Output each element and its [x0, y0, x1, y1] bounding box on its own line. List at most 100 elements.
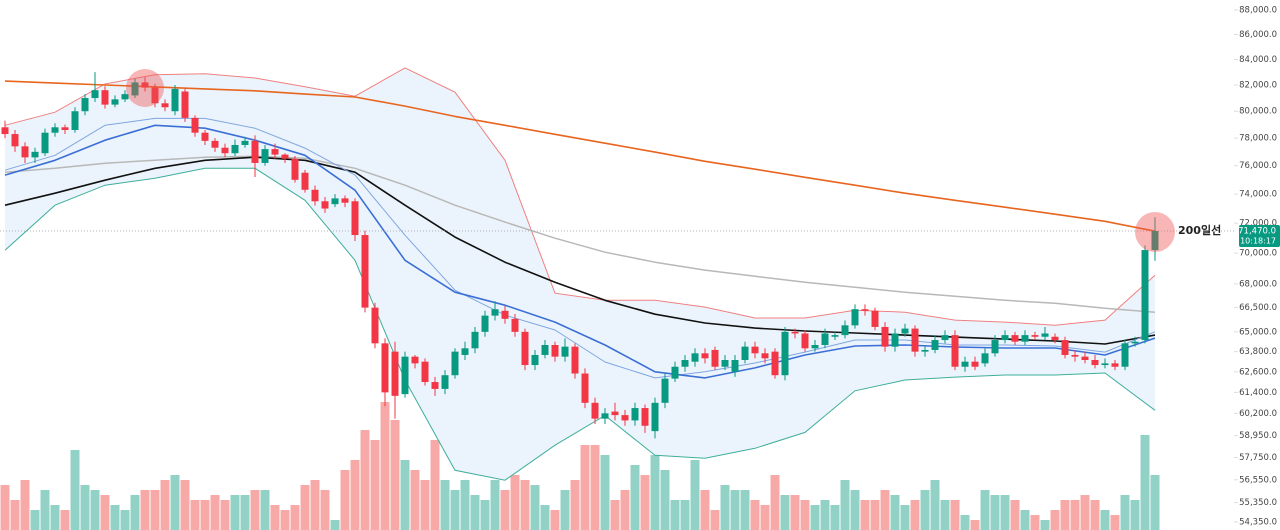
candle-body	[251, 140, 259, 163]
volume-bar	[1060, 500, 1070, 530]
volume-bar	[670, 500, 680, 530]
y-tick-label: 61,400.0	[1239, 388, 1277, 398]
candle-body	[421, 361, 429, 383]
volume-bar	[860, 500, 870, 530]
volume-bar	[820, 500, 830, 530]
volume-bar	[690, 460, 700, 530]
volume-bar	[970, 520, 980, 530]
volume-bar	[880, 490, 890, 530]
volume-bar	[450, 490, 460, 530]
volume-bar	[900, 505, 910, 530]
volume-bar	[930, 480, 940, 530]
candle-body	[841, 325, 849, 336]
candle-body	[511, 318, 519, 332]
volume-bar	[330, 520, 340, 530]
volume-bar	[560, 490, 570, 530]
candle-body	[991, 340, 999, 354]
candle-body	[791, 331, 799, 334]
volume-bar	[10, 500, 20, 530]
volume-bar	[490, 480, 500, 530]
volume-bar	[1140, 435, 1150, 530]
candle-body	[861, 309, 869, 311]
candle-body	[1091, 359, 1099, 366]
y-tick-label: 88,000.0	[1239, 5, 1277, 15]
candle-body	[1021, 335, 1029, 342]
candle-body	[431, 382, 439, 389]
volume-bar	[100, 495, 110, 530]
volume-bar	[20, 480, 30, 530]
candle-body	[201, 132, 209, 141]
volume-bar	[1020, 510, 1030, 530]
candle-body	[1141, 250, 1149, 341]
volume-bar	[680, 500, 690, 530]
moving-average	[4, 80, 1156, 232]
candle-body	[171, 88, 179, 112]
volume-bar	[480, 500, 490, 530]
candle-body	[331, 198, 339, 205]
y-tick-label: 56,550.0	[1239, 475, 1277, 485]
volume-bar	[660, 470, 670, 530]
candle-body	[541, 344, 549, 355]
volume-bar	[980, 490, 990, 530]
volume-bar	[1130, 500, 1140, 530]
y-tick-label: 62,600.0	[1239, 367, 1277, 377]
volume-bar	[1000, 495, 1010, 530]
candle-body	[321, 201, 329, 209]
volume-bar	[720, 485, 730, 530]
candle-body	[351, 201, 359, 236]
candles-layer	[1, 72, 1159, 439]
candle-body	[121, 94, 129, 100]
volume-bar	[1010, 500, 1020, 530]
candle-body	[691, 353, 699, 362]
volume-bar	[890, 495, 900, 530]
y-tick-label: 82,000.0	[1239, 81, 1277, 91]
candle-body	[141, 82, 149, 88]
volume-bar	[530, 485, 540, 530]
volume-bar	[630, 465, 640, 530]
annotation: 200일선	[1178, 223, 1221, 237]
candle-body	[781, 331, 789, 376]
volume-bar	[1090, 500, 1100, 530]
candle-body	[91, 90, 99, 99]
candle-body	[401, 356, 409, 395]
volume-bar	[320, 490, 330, 530]
volume-bar	[910, 500, 920, 530]
volume-bar	[700, 490, 710, 530]
volume-bar	[870, 500, 880, 530]
candle-body	[571, 346, 579, 374]
candle-body	[961, 361, 969, 367]
volume-bar	[1080, 495, 1090, 530]
moving-average	[4, 155, 1156, 313]
candle-body	[41, 132, 49, 154]
candle-body	[891, 333, 899, 347]
y-tick-label: 60,200.0	[1239, 409, 1277, 419]
y-tick-label: 80,000.0	[1239, 107, 1277, 117]
candle-body	[161, 103, 169, 108]
last-price-box	[1239, 225, 1280, 247]
candle-body	[721, 359, 729, 367]
volume-bar	[80, 485, 90, 530]
volume-bar	[410, 470, 420, 530]
candle-body	[701, 353, 709, 359]
volume-bar	[270, 505, 280, 530]
volume-bar	[240, 495, 250, 530]
y-tick-label: 70,000.0	[1239, 249, 1277, 259]
candle-body	[281, 154, 289, 159]
volume-bar	[580, 445, 590, 530]
candle-body	[601, 413, 609, 419]
candle-body	[741, 346, 749, 360]
band-lower	[4, 167, 1156, 481]
candle-body	[51, 127, 59, 133]
candle-body	[941, 335, 949, 341]
volume-bar	[310, 480, 320, 530]
volume-bar	[160, 480, 170, 530]
volume-bar	[470, 495, 480, 530]
candle-body	[911, 328, 919, 352]
volume-bar	[610, 500, 620, 530]
candle-body	[1011, 335, 1019, 342]
candle-body	[301, 172, 309, 190]
volume-bar	[590, 445, 600, 530]
volume-bar	[710, 510, 720, 530]
volume-bar	[790, 495, 800, 530]
volume-bar	[170, 475, 180, 530]
